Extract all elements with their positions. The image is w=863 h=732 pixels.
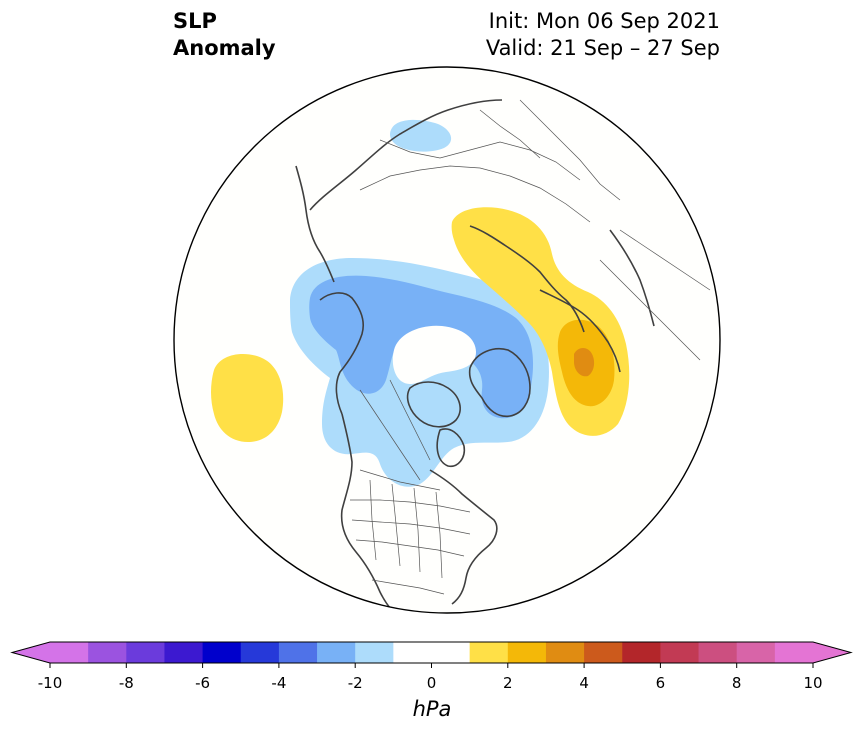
colorbar-tick-label: -4 (271, 674, 286, 692)
colorbar-tick-label: -2 (348, 674, 363, 692)
near-zero-center (392, 325, 476, 384)
border-mexico (371, 579, 445, 595)
colorbar-segment (431, 642, 471, 663)
colorbar-segment (469, 642, 509, 663)
border-canada-us (359, 469, 441, 491)
colorbar-tick-label: 4 (579, 674, 589, 692)
map-title: SLP Anomaly (173, 8, 276, 62)
political-borders (350, 99, 711, 595)
colorbar-extend-min (12, 642, 50, 663)
colorbar-segment (660, 642, 700, 663)
colorbar-tick-label: 2 (503, 674, 513, 692)
coastlines (295, 99, 655, 611)
coastline-scandinavia (469, 225, 585, 333)
colorbar-segment (584, 642, 623, 663)
coastline-baffin (436, 428, 466, 468)
colorbar-segment (698, 642, 738, 663)
coastline-arctic-islands (406, 381, 461, 428)
colorbar-segment (278, 642, 318, 663)
coastline-siberia (309, 99, 503, 211)
colorbar-tick-label: 0 (427, 674, 437, 692)
forecast-dates: Init: Mon 06 Sep 2021 Valid: 21 Sep – 27… (486, 8, 720, 62)
title-line-2: Anomaly (173, 36, 276, 60)
anomaly-fill-layer (211, 99, 711, 611)
colorbar-tick-label: 10 (803, 674, 822, 692)
colorbar-segment (545, 642, 585, 663)
init-date: Init: Mon 06 Sep 2021 (488, 9, 720, 33)
colorbar-segment (317, 642, 356, 663)
positive-anomaly-pacific (211, 354, 284, 442)
coastline-asia-east (295, 165, 335, 283)
colorbar-segment (50, 642, 89, 663)
colorbar-extend-max (813, 642, 851, 663)
colorbar-segment (88, 642, 127, 663)
border-europe-2 (619, 229, 711, 291)
border-us-states-1 (350, 499, 471, 557)
coastline-europe (539, 289, 621, 373)
colorbar-tick-label: -8 (119, 674, 134, 692)
border-russia-2 (379, 139, 581, 181)
positive-anomaly-eurasia-core (574, 348, 595, 377)
coastline-mediterranean (609, 229, 655, 327)
colorbar-segment (507, 642, 547, 663)
colorbar-segment (622, 642, 661, 663)
colorbar: -10 -8 -6 -4 -2 0 2 4 6 8 10 (10, 641, 853, 692)
colorbar-segment (126, 642, 165, 663)
colorbar-segment (164, 642, 204, 663)
colorbar-segment (736, 642, 776, 663)
coastline-greenland (468, 348, 531, 418)
title-line-1: SLP (173, 9, 217, 33)
border-asia-1 (519, 99, 621, 201)
border-canada-provinces (359, 379, 431, 481)
negative-anomaly-patch-north (390, 119, 452, 152)
coastline-north-america-west (340, 413, 393, 611)
colorbar-tick-label: -6 (195, 674, 210, 692)
valid-date-range: Valid: 21 Sep – 27 Sep (485, 36, 720, 60)
coastline-alaska (319, 292, 365, 415)
border-russia-1 (359, 165, 591, 223)
border-asia-2 (479, 109, 541, 159)
border-us-states-2 (369, 479, 443, 579)
map-boundary (173, 66, 721, 614)
colorbar-segment (202, 642, 242, 663)
colorbar-tick-label: 8 (732, 674, 742, 692)
colorbar-segment (355, 642, 394, 663)
colorbar-segment (393, 642, 432, 663)
negative-anomaly-band-dark (309, 275, 534, 419)
border-europe-1 (599, 259, 701, 361)
colorbar-unit-label: hPa (413, 697, 452, 721)
polar-map (173, 66, 721, 614)
colorbar-segment (774, 642, 814, 663)
colorbar-tick-label: 6 (656, 674, 666, 692)
coastline-north-america-east (429, 469, 498, 605)
colorbar-tick-label: -10 (38, 674, 63, 692)
colorbar-segment (240, 642, 280, 663)
